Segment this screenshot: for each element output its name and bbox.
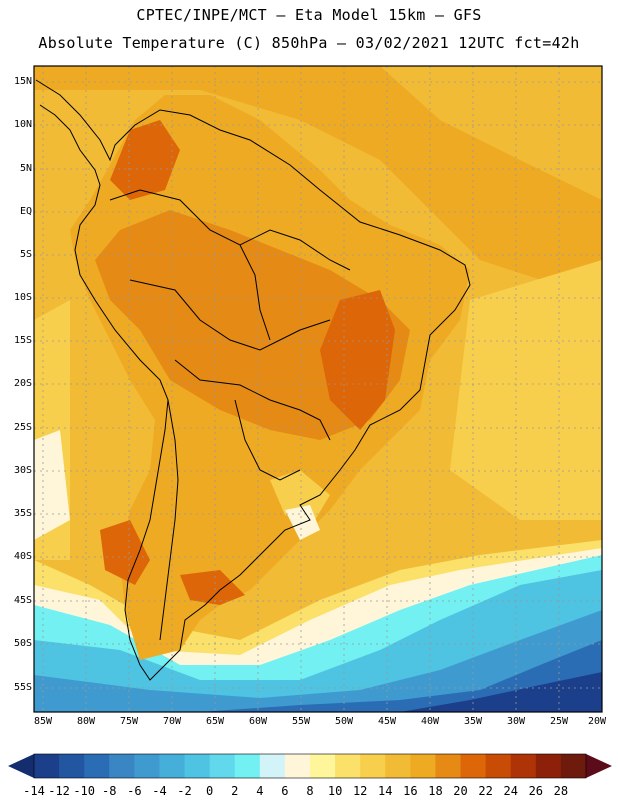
map-title-line2: Absolute Temperature (C) 850hPa – 03/02/… — [38, 34, 580, 52]
lon-label-45w: 45W — [377, 716, 397, 727]
colorbar-tick-label: 16 — [403, 784, 418, 798]
colorbar-swatch — [510, 754, 537, 778]
colorbar-swatch — [560, 754, 587, 778]
colorbar-swatch — [410, 754, 436, 778]
colorbar-tick-label: -4 — [152, 784, 167, 798]
lat-label-55s: 55S — [13, 682, 32, 693]
band-minus4 — [34, 610, 602, 712]
colorbar-tick-label: 24 — [503, 784, 518, 798]
lat-label-20s: 20S — [13, 378, 32, 389]
lat-label-30s: 30S — [13, 465, 32, 476]
colorbar-high-arrow — [586, 754, 612, 778]
lon-label-50w: 50W — [334, 716, 354, 727]
patagonia-east-hot — [180, 570, 245, 605]
colorbar-swatch — [84, 754, 110, 778]
colorbar-tick-label: 10 — [327, 784, 343, 798]
lon-label-25w: 25W — [549, 716, 569, 727]
colorbar-swatch — [360, 754, 386, 778]
temperature-field — [34, 66, 602, 712]
lat-label-15s: 15S — [13, 335, 32, 346]
colorbar-tick-label: 14 — [378, 784, 393, 798]
lon-label-40w: 40W — [420, 716, 440, 727]
colorbar-outline — [33, 753, 587, 779]
lat-label-45s: 45S — [13, 595, 32, 606]
lon-label-55w: 55W — [291, 716, 311, 727]
lon-label-85w: 85W — [33, 716, 53, 727]
colorbar-tick-label: -12 — [48, 784, 70, 798]
colorbar-tick-label: -10 — [73, 784, 96, 798]
colorbar — [8, 753, 612, 779]
colorbar-tick-label: 12 — [352, 784, 368, 798]
lat-label-5n: 5N — [19, 163, 32, 174]
colorbar-swatch — [259, 754, 286, 778]
lat-label-15n: 15N — [13, 76, 32, 87]
patagonia-west-hot — [100, 520, 150, 585]
lon-label-70w: 70W — [162, 716, 182, 727]
lat-label-40s: 40S — [13, 551, 32, 562]
south-atlantic-yellow — [450, 260, 602, 520]
se-brazil-hot — [320, 290, 395, 430]
lon-label-20w: 20W — [587, 716, 607, 727]
colorbar-swatch — [485, 754, 512, 778]
la-plata-cool — [270, 470, 330, 520]
colorbar-tick-label: 6 — [281, 784, 289, 798]
map-frame — [33, 65, 603, 713]
lat-label-25s: 25S — [13, 422, 32, 433]
colorbar-tick-label: 20 — [453, 784, 468, 798]
lon-label-35w: 35W — [463, 716, 483, 727]
graticule — [34, 66, 602, 712]
colorbar-swatch — [385, 754, 411, 778]
colorbar-tick-label: 8 — [306, 784, 314, 798]
band-minus12 — [400, 672, 602, 712]
colorbar-swatch — [34, 754, 60, 778]
colorbar-tick-label: 22 — [478, 784, 493, 798]
colorbar-tick-label: 4 — [256, 784, 264, 798]
colorbar-tick-label: 2 — [231, 784, 239, 798]
colorbar-tick-label: -8 — [102, 784, 117, 798]
lat-label-10s: 10S — [13, 292, 32, 303]
andes-north-hot — [110, 120, 180, 200]
lon-label-80w: 80W — [76, 716, 96, 727]
colorbar-swatch — [109, 754, 135, 778]
mid-atlantic-band — [380, 66, 602, 200]
lon-label-30w: 30W — [506, 716, 526, 727]
colorbar-tick-label: -14 — [23, 784, 45, 798]
colorbar-tick-label: -6 — [127, 784, 142, 798]
colorbar-swatch — [310, 754, 336, 778]
lon-label-75w: 75W — [119, 716, 139, 727]
colorbar-tick-label: 26 — [528, 784, 544, 798]
coastlines-and-borders — [35, 79, 471, 681]
colorbar-swatch — [184, 754, 211, 778]
colorbar-swatch — [209, 754, 236, 778]
colorbar-tick-label: 28 — [553, 784, 569, 798]
colorbar-swatch — [284, 754, 311, 778]
lon-label-65w: 65W — [205, 716, 225, 727]
colorbar-tick-label: 0 — [206, 784, 214, 798]
colorbar-swatch — [435, 754, 462, 778]
colorbar-swatch — [234, 754, 261, 778]
lon-label-60w: 60W — [248, 716, 268, 727]
colorbar-tick-label: 18 — [428, 784, 443, 798]
colorbar-swatch — [335, 754, 361, 778]
colorbar-low-arrow — [8, 754, 34, 778]
colorbar-swatch — [59, 754, 85, 778]
colorbar-swatch — [535, 754, 562, 778]
colorbar-tick-label: -2 — [177, 784, 192, 798]
map-title-line1: CPTEC/INPE/MCT – Eta Model 15km – GFS — [136, 6, 482, 24]
colorbar-swatch — [134, 754, 160, 778]
lat-label-5s: 5S — [19, 249, 32, 260]
colorbar-swatch — [159, 754, 186, 778]
lat-label-35s: 35S — [13, 508, 32, 519]
lat-label-eq: EQ — [19, 206, 32, 217]
colorbar-swatch — [460, 754, 487, 778]
lat-label-10n: 10N — [13, 119, 32, 130]
lat-label-50s: 50S — [13, 638, 32, 649]
